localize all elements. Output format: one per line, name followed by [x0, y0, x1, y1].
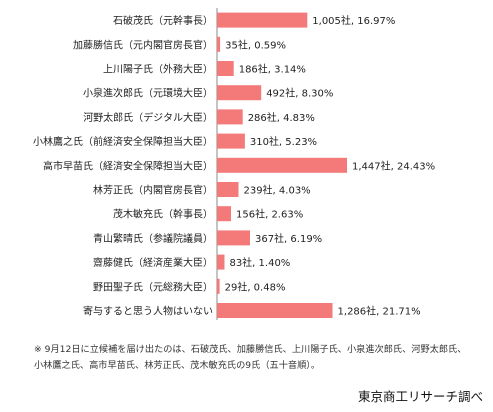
- bar: [217, 12, 308, 28]
- bar: [217, 157, 347, 173]
- bar: [217, 278, 220, 294]
- data-label: 239社, 4.03%: [243, 184, 310, 197]
- bar-chart: 石破茂氏（元幹事長） 1,005社, 16.97% 加藤勝信氏（元内閣官房長官） 35…: [33, 8, 435, 320]
- category-label: 加藤勝信氏（元内閣官房長官）: [73, 38, 213, 51]
- bar: [217, 109, 243, 125]
- category-label: 寄与すると思う人物はいない: [83, 305, 213, 318]
- bar: [217, 254, 225, 270]
- category-label: 林芳正氏（内閣官房長官）: [93, 184, 213, 197]
- bar: [217, 230, 250, 246]
- data-label: 83社, 1.40%: [229, 256, 290, 269]
- footnote: ※ 9月12日に立候補を届け出たのは、石破茂氏、加藤勝信氏、上川陽子氏、小泉進次…: [34, 344, 467, 371]
- bar: [217, 85, 262, 101]
- category-label: 上川陽子氏（外務大臣）: [103, 63, 213, 76]
- data-label: 186社, 3.14%: [239, 63, 306, 76]
- category-label: 茂木敏充氏（幹事長）: [113, 208, 213, 221]
- category-label: 青山繁晴氏（参議院議員）: [93, 232, 213, 245]
- bar: [217, 133, 245, 149]
- data-label: 492社, 8.30%: [266, 87, 333, 100]
- data-label: 1,286社, 21.71%: [338, 305, 421, 318]
- data-label: 367社, 6.19%: [255, 232, 322, 245]
- category-label: 齋藤健氏（経済産業大臣）: [93, 256, 213, 269]
- data-label: 1,447社, 24.43%: [352, 159, 435, 172]
- source-credit: 東京商工リサーチ調べ: [357, 389, 483, 404]
- bar: [217, 61, 234, 76]
- bar: [217, 206, 231, 222]
- data-label: 156社, 2.63%: [236, 208, 303, 221]
- bar: [217, 182, 239, 197]
- category-label: 石破茂氏（元幹事長）: [113, 14, 213, 27]
- bar: [217, 36, 221, 52]
- category-label: 河野太郎氏（デジタル大臣）: [83, 111, 213, 124]
- category-label: 小林鷹之氏（前経済安全保障担当大臣）: [33, 135, 213, 148]
- bar: [217, 303, 333, 318]
- data-label: 29社, 0.48%: [225, 280, 286, 293]
- category-label: 小泉進次郎氏（元環境大臣）: [83, 87, 213, 100]
- category-label: 高市早苗氏（経済安全保障担当大臣）: [43, 159, 213, 172]
- category-label: 野田聖子氏（元総務大臣）: [93, 280, 213, 293]
- data-label: 310社, 5.23%: [250, 135, 317, 148]
- data-label: 35社, 0.59%: [225, 38, 286, 51]
- data-label: 1,005社, 16.97%: [312, 14, 395, 27]
- data-label: 286社, 4.83%: [248, 111, 315, 124]
